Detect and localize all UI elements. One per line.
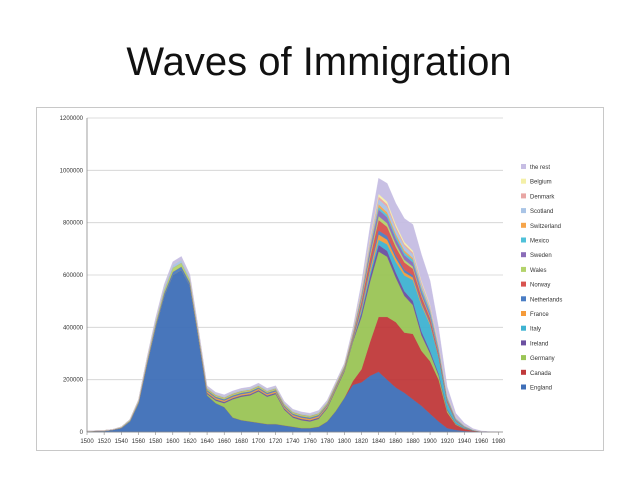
y-tick-label: 1200000 — [60, 116, 84, 122]
x-tick-label: 1520 — [97, 439, 111, 445]
y-tick-label: 400000 — [63, 325, 84, 331]
x-tick-label: 1980 — [492, 439, 506, 445]
legend-label: Germany — [530, 356, 555, 362]
legend-label: the rest — [530, 165, 550, 171]
legend-swatch — [521, 340, 526, 346]
legend-swatch — [521, 208, 526, 214]
x-tick-label: 1780 — [320, 439, 334, 445]
legend-label: Norway — [530, 283, 550, 289]
legend-label: Italy — [530, 327, 541, 333]
legend-label: Canada — [530, 371, 552, 377]
legend-swatch — [521, 164, 526, 169]
x-tick-label: 1740 — [286, 439, 300, 445]
legend-swatch — [521, 193, 526, 199]
legend-swatch — [521, 266, 526, 272]
legend-label: Sweden — [530, 253, 552, 259]
y-tick-label: 800000 — [63, 221, 84, 227]
x-tick-label: 1560 — [132, 439, 146, 445]
x-tick-label: 1720 — [269, 439, 283, 445]
x-tick-label: 1500 — [80, 439, 94, 445]
legend-swatch — [521, 252, 526, 258]
x-tick-label: 1640 — [200, 439, 214, 445]
legend-label: Denmark — [530, 194, 555, 200]
x-tick-label: 1900 — [423, 439, 437, 445]
legend-label: Belgium — [530, 180, 552, 186]
legend-swatch — [521, 222, 526, 228]
y-tick-label: 0 — [80, 430, 84, 436]
legend-swatch — [521, 281, 526, 287]
legend-swatch — [521, 311, 526, 316]
x-tick-label: 1800 — [338, 439, 352, 445]
legend-label: Wales — [530, 268, 546, 274]
legend-label: Mexico — [530, 239, 550, 245]
legend-swatch — [521, 296, 526, 302]
x-tick-label: 1600 — [166, 439, 180, 445]
x-tick-label: 1860 — [389, 439, 403, 445]
x-tick-label: 1820 — [355, 439, 369, 445]
x-tick-label: 1880 — [406, 439, 420, 445]
x-tick-label: 1700 — [252, 439, 266, 445]
y-tick-label: 1000000 — [60, 168, 84, 174]
x-tick-label: 1660 — [218, 439, 232, 445]
x-tick-label: 1760 — [303, 439, 317, 445]
slide-title: Waves of Immigration — [126, 40, 512, 84]
legend-swatch — [521, 369, 526, 375]
legend-label: Ireland — [530, 341, 548, 347]
x-tick-label: 1940 — [458, 439, 472, 445]
legend-label: Netherlands — [530, 297, 562, 303]
x-tick-label: 1620 — [183, 439, 197, 445]
legend: the rest Belgium Denmark Scotland Switzerlan… — [521, 164, 562, 392]
legend-swatch — [521, 178, 526, 184]
legend-swatch — [521, 325, 526, 331]
chart-frame: 0 200000 400000 600000 800000 1000000 1200000 1… — [36, 107, 604, 451]
x-tick-label: 1540 — [115, 439, 129, 445]
legend-label: England — [530, 386, 552, 392]
stacked-area-chart: 0 200000 400000 600000 800000 1000000 1200000 1… — [60, 116, 563, 445]
y-tick-label: 600000 — [63, 273, 84, 279]
x-tick-label: 1960 — [475, 439, 489, 445]
x-tick-label: 1580 — [149, 439, 163, 445]
legend-label: Scotland — [530, 209, 553, 215]
x-tick-label: 1840 — [372, 439, 386, 445]
area-series — [86, 177, 499, 433]
x-tick-label: 1680 — [235, 439, 249, 445]
legend-label: Switzerland — [530, 224, 561, 230]
legend-swatch — [521, 237, 526, 243]
legend-swatch — [521, 355, 526, 361]
x-tick-label: 1920 — [441, 439, 455, 445]
legend-label: France — [530, 312, 549, 318]
y-tick-label: 200000 — [63, 378, 84, 384]
legend-swatch — [521, 384, 526, 390]
axes: 0 200000 400000 600000 800000 1000000 1200000 1… — [60, 116, 506, 445]
